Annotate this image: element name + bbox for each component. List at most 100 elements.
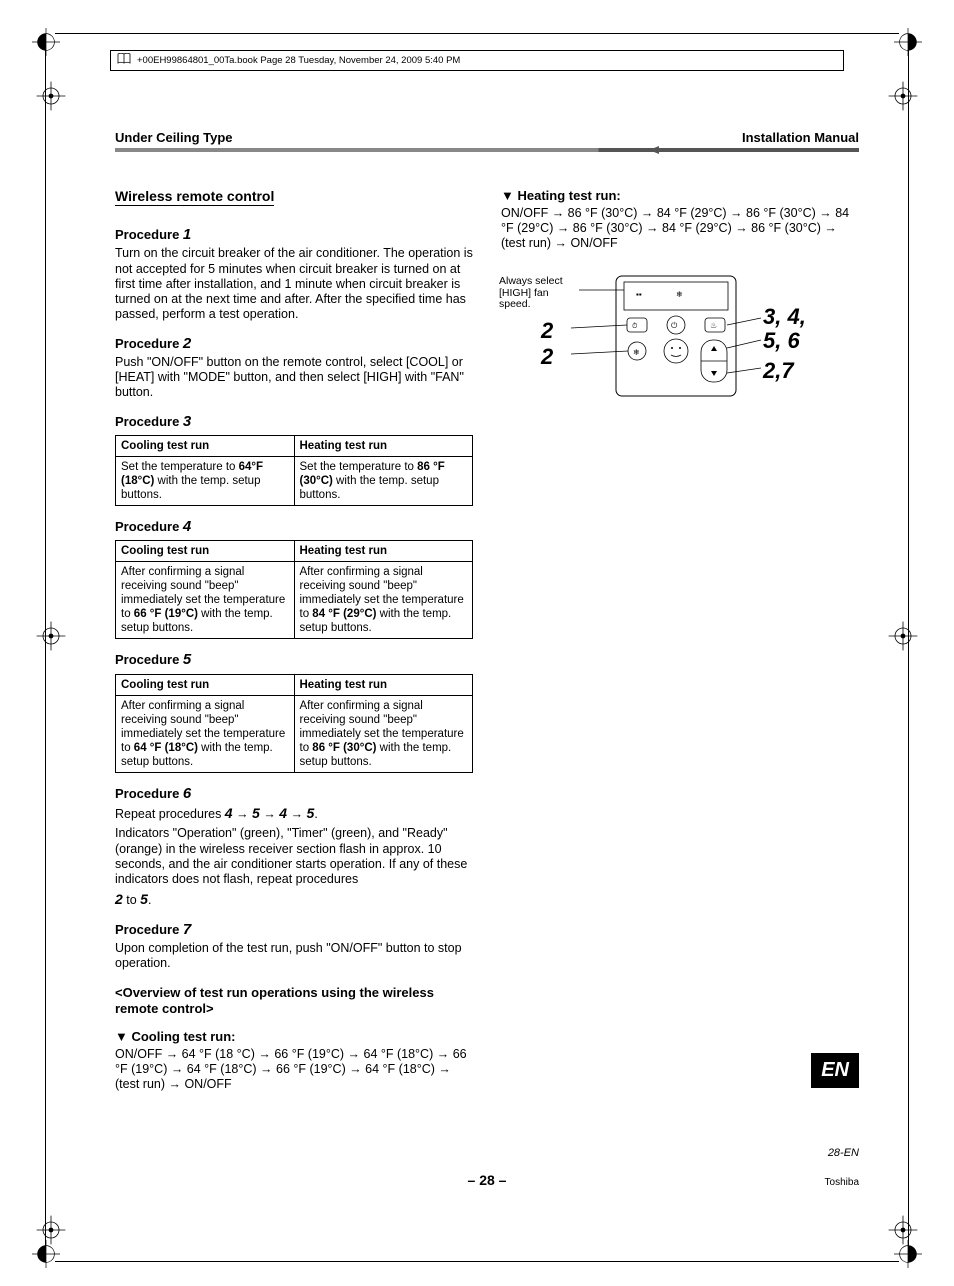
figure-callout: 3, 4, xyxy=(763,304,806,331)
section-title: Wireless remote control xyxy=(115,188,274,206)
procedure-prefix: Procedure xyxy=(115,786,183,801)
cell-bold: 66 °F (19°C) xyxy=(134,608,198,620)
svg-text:❄: ❄ xyxy=(633,348,640,357)
registration-mark-icon xyxy=(35,1214,67,1246)
range-num: 5 xyxy=(140,891,148,907)
figure-note: Always select [HIGH] fan speed. xyxy=(499,276,579,311)
header-right: Installation Manual xyxy=(742,130,859,145)
table-header: Cooling test run xyxy=(116,435,295,456)
procedure-body: Repeat procedures 4 → 5 → 4 → 5. xyxy=(115,805,473,822)
procedure-prefix: Procedure xyxy=(115,922,183,937)
registration-mark-icon xyxy=(887,1214,919,1246)
range-num: 2 xyxy=(115,891,123,907)
header-left: Under Ceiling Type xyxy=(115,130,233,145)
page-number-right: 28-EN xyxy=(825,1147,859,1159)
heating-run-sequence: ON/OFF → 86 °F (30°C) → 84 °F (29°C) → 8… xyxy=(501,206,859,252)
figure-callout: 5, 6 xyxy=(763,328,800,355)
procedure-number: 5 xyxy=(183,651,191,668)
procedure-table: Cooling test runHeating test run After c… xyxy=(115,540,473,639)
brand-label: Toshiba xyxy=(825,1177,859,1188)
table-cell: After confirming a signal receiving soun… xyxy=(116,695,295,772)
table-cell: After confirming a signal receiving soun… xyxy=(116,562,295,639)
trim-line xyxy=(55,1261,899,1262)
procedure-prefix: Procedure xyxy=(115,414,183,429)
procedure-heading: Procedure 7 xyxy=(115,921,473,939)
registration-mark-icon xyxy=(887,620,919,652)
procedure-prefix: Procedure xyxy=(115,519,183,534)
table-cell: After confirming a signal receiving soun… xyxy=(294,695,473,772)
procedure-heading: Procedure 6 xyxy=(115,785,473,803)
svg-text:⏱: ⏱ xyxy=(632,322,638,330)
document-meta-text: +00EH99864801_00Ta.book Page 28 Tuesday,… xyxy=(137,55,460,66)
procedure-range: 2 to 5. xyxy=(115,891,473,908)
cell-bold: 64 °F (18°C) xyxy=(134,742,198,754)
procedure-body: Turn on the circuit breaker of the air c… xyxy=(115,246,473,322)
procedure-heading: Procedure 3 xyxy=(115,413,473,431)
procedure-prefix: Procedure xyxy=(115,652,183,667)
procedure-number: 7 xyxy=(183,921,191,938)
procedure-table: Cooling test runHeating test run Set the… xyxy=(115,435,473,506)
svg-text:♨: ♨ xyxy=(710,321,717,330)
procedure-prefix: Procedure xyxy=(115,336,183,351)
figure-callout: 2 xyxy=(541,318,553,345)
svg-text:⏻: ⏻ xyxy=(671,321,678,330)
registration-mark-icon xyxy=(887,80,919,112)
procedure-sequence: 4 → 5 → 4 → 5 xyxy=(225,807,315,821)
footer-right: 28-EN Toshiba xyxy=(825,1147,859,1188)
procedure-heading: Procedure 1 xyxy=(115,226,473,244)
table-header: Heating test run xyxy=(294,674,473,695)
registration-mark-icon xyxy=(32,28,60,56)
procedure-number: 2 xyxy=(183,335,191,352)
procedure-heading: Procedure 2 xyxy=(115,335,473,353)
table-cell: After confirming a signal receiving soun… xyxy=(294,562,473,639)
left-column: Wireless remote control Procedure 1 Turn… xyxy=(115,188,473,1097)
cooling-run-sequence: ON/OFF → 64 °F (18 °C) → 66 °F (19°C) → … xyxy=(115,1047,473,1093)
procedure-number: 6 xyxy=(183,785,191,802)
remote-figure: ▪▪ ❄ ⏱ ⏻ ♨ ❄ xyxy=(501,268,859,422)
svg-text:❄: ❄ xyxy=(676,290,683,299)
procedure-number: 4 xyxy=(183,518,191,535)
cell-bold: 84 °F (29°C) xyxy=(312,608,376,620)
procedure-number: 1 xyxy=(183,226,191,243)
registration-mark-icon xyxy=(894,28,922,56)
table-cell: Set the temperature to 64°F (18°C) with … xyxy=(116,456,295,505)
procedure-number: 3 xyxy=(183,413,191,430)
text: to xyxy=(123,893,140,907)
procedure-body: Indicators "Operation" (green), "Timer" … xyxy=(115,826,473,887)
procedure-prefix: Procedure xyxy=(115,227,183,242)
page-footer: – 28 – 28-EN Toshiba xyxy=(115,1147,859,1188)
table-header: Heating test run xyxy=(294,435,473,456)
figure-callout: 2 xyxy=(541,344,553,371)
document-meta-bar: +00EH99864801_00Ta.book Page 28 Tuesday,… xyxy=(110,50,844,71)
cell-text: Set the temperature to xyxy=(300,461,418,473)
procedure-heading: Procedure 4 xyxy=(115,518,473,536)
svg-text:▪▪: ▪▪ xyxy=(636,290,642,299)
page-header: Under Ceiling Type Installation Manual xyxy=(115,130,859,148)
heating-run-heading: ▼ Heating test run: xyxy=(501,188,859,204)
table-header: Cooling test run xyxy=(116,674,295,695)
content-area: Under Ceiling Type Installation Manual W… xyxy=(115,130,859,1196)
book-icon xyxy=(117,53,131,68)
table-cell: Set the temperature to 86 °F (30°C) with… xyxy=(294,456,473,505)
table-header: Heating test run xyxy=(294,541,473,562)
registration-mark-icon xyxy=(35,620,67,652)
procedure-body: Push "ON/OFF" button on the remote contr… xyxy=(115,355,473,401)
registration-mark-icon xyxy=(35,80,67,112)
cell-text: Set the temperature to xyxy=(121,461,239,473)
page-number-center: – 28 – xyxy=(468,1172,507,1188)
page: +00EH99864801_00Ta.book Page 28 Tuesday,… xyxy=(0,0,954,1286)
procedure-heading: Procedure 5 xyxy=(115,651,473,669)
right-column: ▼ Heating test run: ON/OFF → 86 °F (30°C… xyxy=(501,188,859,1097)
header-rule xyxy=(115,148,859,152)
columns: Wireless remote control Procedure 1 Turn… xyxy=(115,188,859,1097)
cell-bold: 86 °F (30°C) xyxy=(312,742,376,754)
procedure-table: Cooling test runHeating test run After c… xyxy=(115,674,473,773)
table-header: Cooling test run xyxy=(116,541,295,562)
text: Repeat procedures xyxy=(115,807,225,821)
cooling-run-heading: ▼ Cooling test run: xyxy=(115,1029,473,1045)
figure-callout: 2,7 xyxy=(763,358,794,385)
text: . xyxy=(148,893,151,907)
procedure-body: Upon completion of the test run, push "O… xyxy=(115,941,473,972)
language-badge: EN xyxy=(811,1053,859,1088)
trim-line xyxy=(55,33,899,34)
